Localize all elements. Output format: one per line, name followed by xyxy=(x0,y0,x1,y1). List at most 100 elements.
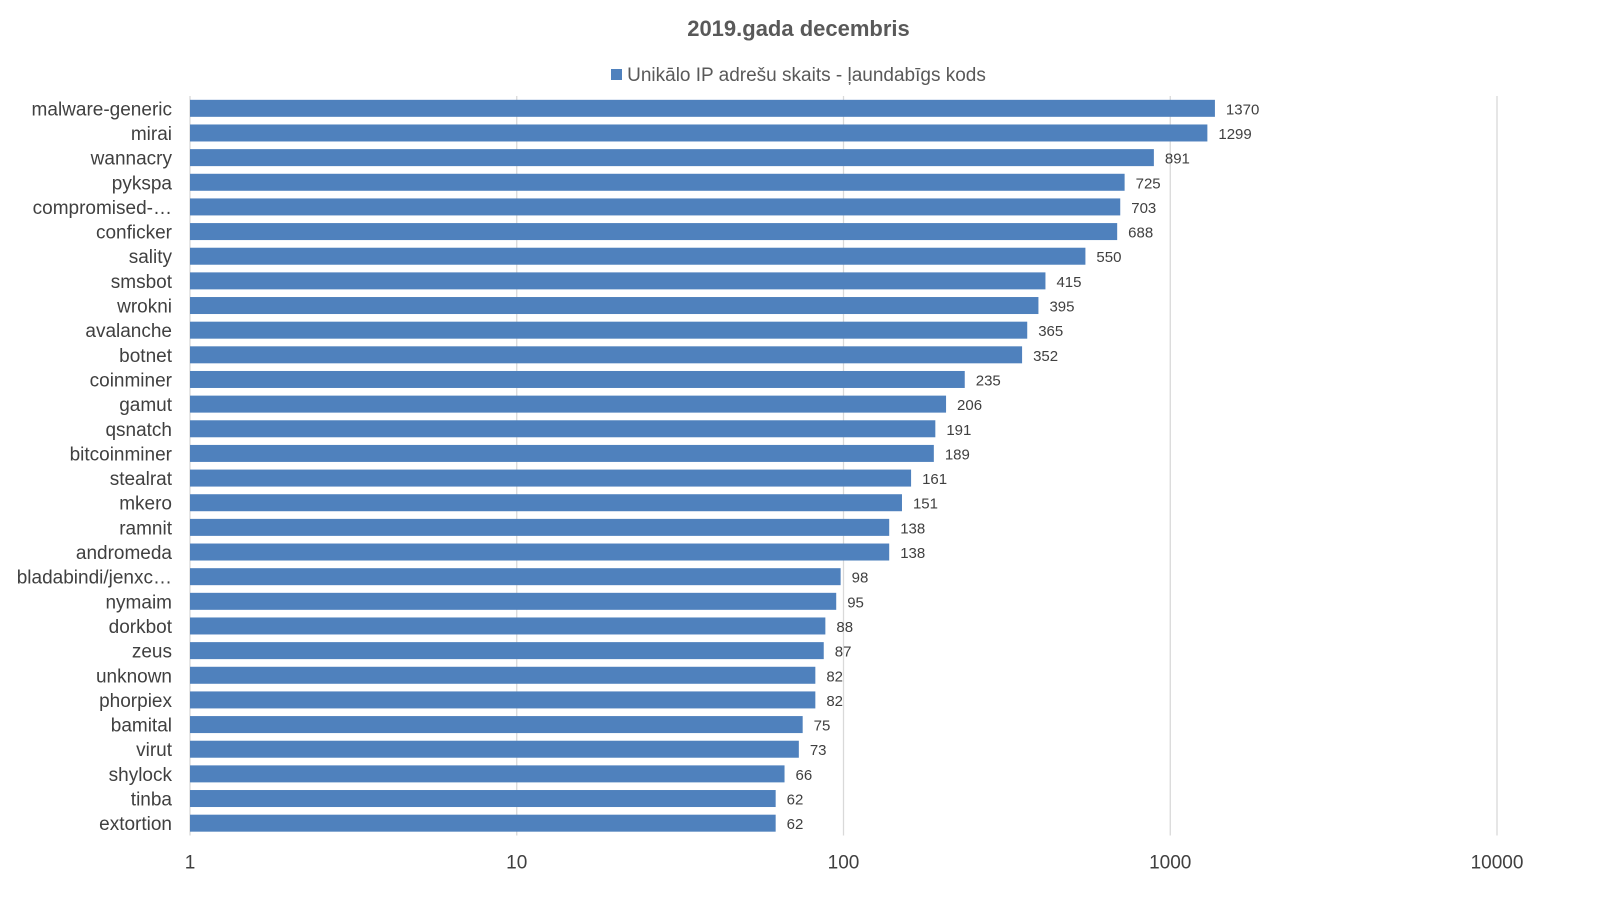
bar xyxy=(190,469,912,487)
bar xyxy=(190,642,824,660)
category-labels: malware-generic mirai wannacry pykspa compro… xyxy=(17,99,173,835)
x-axis-tick-labels: 1 10 100 1000 10000 xyxy=(185,853,1524,874)
data-label: 73 xyxy=(810,742,827,759)
category-label: shylock xyxy=(109,765,173,786)
category-label: extortion xyxy=(99,814,172,835)
data-label: 62 xyxy=(787,816,804,833)
bar xyxy=(190,691,816,709)
category-label: bamital xyxy=(111,716,172,737)
x-tick-label: 1 xyxy=(185,853,196,874)
data-label: 235 xyxy=(976,372,1001,389)
category-label: botnet xyxy=(119,346,173,367)
bar xyxy=(190,370,965,388)
legend-label: Unikālo IP adrešu skaits - ļaundabīgs ko… xyxy=(627,65,986,86)
category-label: virut xyxy=(136,740,173,761)
category-label: mkero xyxy=(119,494,172,515)
x-tick-label: 100 xyxy=(828,853,860,874)
data-label: 138 xyxy=(900,545,925,562)
data-label: 88 xyxy=(836,619,853,636)
bar xyxy=(190,124,1208,142)
category-label: wrokni xyxy=(116,297,172,318)
bar xyxy=(190,99,1215,117)
data-label: 725 xyxy=(1136,175,1161,192)
category-label: zeus xyxy=(132,642,172,663)
bar xyxy=(190,223,1118,241)
data-label: 138 xyxy=(900,520,925,537)
category-label: tinba xyxy=(131,790,173,811)
bar xyxy=(190,765,785,783)
category-label: gamut xyxy=(119,395,173,416)
category-label: wannacry xyxy=(90,149,173,170)
x-tick-label: 10 xyxy=(506,853,527,874)
data-label: 206 xyxy=(957,397,982,414)
data-label: 189 xyxy=(945,446,970,463)
bar xyxy=(190,494,902,512)
bar xyxy=(190,543,890,561)
data-label: 87 xyxy=(835,644,852,661)
category-label: bitcoinminer xyxy=(70,444,173,465)
category-label: coinminer xyxy=(90,370,173,391)
bar xyxy=(190,321,1028,339)
data-label: 1299 xyxy=(1218,126,1251,143)
data-label: 161 xyxy=(922,471,947,488)
category-label: pykspa xyxy=(112,173,173,194)
data-label: 365 xyxy=(1038,323,1063,340)
bar xyxy=(190,173,1125,191)
x-tick-label: 1000 xyxy=(1149,853,1191,874)
category-label: smsbot xyxy=(111,272,173,293)
gridlines xyxy=(189,96,1498,836)
bar xyxy=(190,592,837,610)
bar xyxy=(190,395,947,413)
data-label: 703 xyxy=(1131,200,1156,217)
data-label: 688 xyxy=(1128,225,1153,242)
bar xyxy=(190,666,816,684)
bar xyxy=(190,346,1023,364)
bars xyxy=(190,99,1215,832)
category-label: malware-generic xyxy=(32,99,172,120)
data-label: 191 xyxy=(946,422,971,439)
bar xyxy=(190,518,890,536)
bar xyxy=(190,198,1121,216)
bar xyxy=(190,814,776,832)
data-label: 75 xyxy=(814,718,831,735)
data-label: 550 xyxy=(1096,249,1121,266)
category-label: compromised-… xyxy=(33,198,172,219)
bar xyxy=(190,297,1039,315)
data-label: 415 xyxy=(1056,274,1081,291)
bar xyxy=(190,568,841,586)
data-label: 891 xyxy=(1165,151,1190,168)
category-label: ramnit xyxy=(119,518,173,539)
category-label: conficker xyxy=(96,223,173,244)
category-label: dorkbot xyxy=(109,617,173,638)
bar xyxy=(190,247,1086,265)
data-label: 395 xyxy=(1049,299,1074,316)
bar xyxy=(190,790,776,808)
category-label: sality xyxy=(129,247,173,268)
data-label: 62 xyxy=(787,792,804,809)
category-label: avalanche xyxy=(85,321,172,342)
data-label: 95 xyxy=(847,594,864,611)
legend: Unikālo IP adrešu skaits - ļaundabīgs ko… xyxy=(0,65,1597,87)
data-label: 82 xyxy=(826,668,843,685)
data-label: 1370 xyxy=(1226,101,1259,118)
category-label: stealrat xyxy=(110,469,173,490)
bar xyxy=(190,444,934,462)
bar xyxy=(190,617,826,635)
bar xyxy=(190,149,1154,167)
bar xyxy=(190,272,1046,290)
x-tick-label: 10000 xyxy=(1471,853,1524,874)
bar xyxy=(190,420,936,438)
category-label: bladabindi/jenxc… xyxy=(17,568,172,589)
category-label: phorpiex xyxy=(99,691,172,712)
category-label: qsnatch xyxy=(105,420,172,441)
category-label: nymaim xyxy=(105,592,172,613)
category-label: andromeda xyxy=(76,543,173,564)
bar xyxy=(190,740,799,758)
data-label: 82 xyxy=(826,693,843,710)
category-label: mirai xyxy=(131,124,172,145)
data-label: 98 xyxy=(852,570,869,587)
data-label: 66 xyxy=(796,767,813,784)
legend-swatch xyxy=(611,69,623,81)
